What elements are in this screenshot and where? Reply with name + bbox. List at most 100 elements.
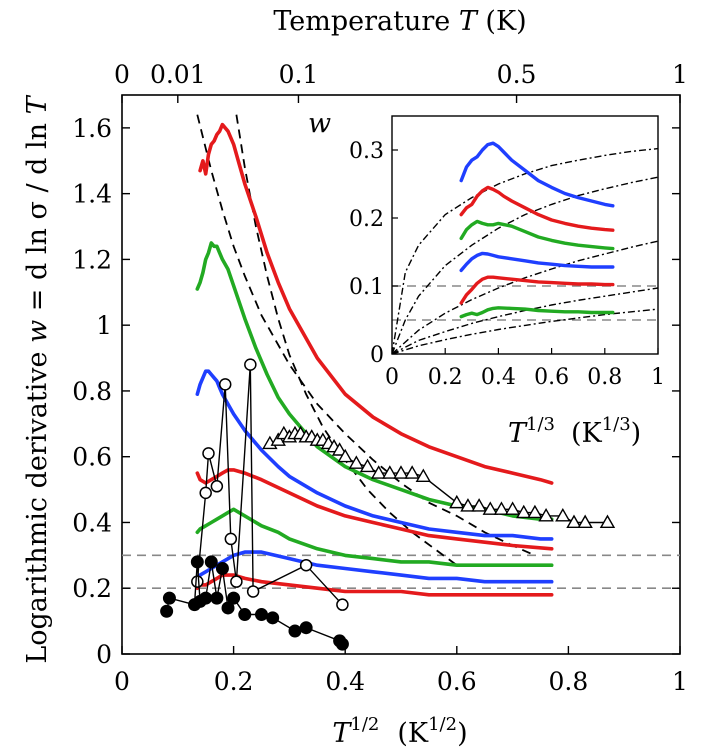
y-tick-label-1: 0.2 [72,574,112,603]
main-plot-layer: 0 0.2 0.4 0.6 0.8 100.20.40.60.811.21.41.60 0.… [72,60,688,696]
inset-dashdot-curve-2 [392,240,658,354]
dashed-fit-1 [235,114,458,566]
open-circle-point-5 [224,532,238,546]
open-circle-point-8 [246,585,260,598]
inset-x-tick-label-3: 0.6 [534,365,569,390]
triangle-point-12 [331,442,348,456]
triangle-point-32 [577,514,593,529]
inset-y-tick-label-1: 0.1 [349,275,384,300]
closed-circle-point-15 [299,621,313,635]
x-tick-label-3: 0.6 [437,667,477,696]
closed-circle-point-8 [215,562,229,576]
triangle-point-29 [538,507,554,522]
x-tick-label-0: 0 [114,667,130,696]
top-tick-label-3: 0.5 [497,60,537,89]
inset-x-tick-label-2: 0.4 [481,365,516,390]
series-line-4 [195,507,554,567]
triangle-point-27 [516,504,532,519]
inset-x-tick-label-4: 0.8 [587,365,622,390]
inset-x-axis-title: T1/3 (K1/3) [508,414,641,449]
closed-circle-point-17 [335,637,349,651]
inset-x-tick-label-1: 0.2 [428,365,463,390]
closed-circle-point-12 [255,608,268,622]
inset-x-tick-label-0: 0 [385,365,399,390]
triangle-point-31 [566,514,582,529]
x-axis-title: T1/2 (K1/2) [332,714,467,749]
series-line-3 [195,468,554,551]
closed-circle-point-9 [221,601,235,615]
top-tick-label-1: 0.01 [150,60,206,89]
triangle-point-26 [504,501,521,515]
y-tick-label-4: 0.8 [72,377,112,406]
open-circle-point-1 [199,486,212,500]
inset-background [392,116,658,354]
triangle-point-23 [471,498,487,512]
triangle-point-30 [555,507,571,522]
inset-series-line-2 [459,219,615,251]
top-tick-label-0: 0 [114,60,130,89]
open-circle-point-10 [336,598,349,611]
inset-series-line-4 [459,275,615,305]
closed-circle-point-7 [210,591,224,605]
top-axis-title: Temperature T (K) [273,6,526,37]
main-plot-frame [121,94,681,655]
closed-circle-point-6 [204,555,218,569]
main-clipped-group [122,114,680,651]
y-tick-label-8: 1.6 [72,114,112,143]
x-tick-label-1: 0.2 [214,667,254,696]
triangle-point-15 [359,458,376,473]
open-circle-point-3 [210,480,224,493]
x-tick-label-2: 0.4 [325,667,365,696]
triangle-point-21 [449,494,465,509]
inset-y-tick-label-2: 0.2 [349,207,384,232]
series-line-2 [195,369,554,541]
inset-dashdot-curve-0 [392,147,658,354]
inset-y-axis-title: w [308,108,331,139]
triangle-point-22 [460,498,476,512]
y-tick-label-0: 0 [96,640,112,669]
y-tick-label-5: 1 [96,311,112,340]
x-tick-label-5: 1 [672,667,688,696]
triangle-point-25 [493,501,510,515]
y-tick-label-3: 0.6 [72,443,112,472]
open-circle-point-4 [218,378,232,391]
y-tick-label-7: 1.4 [72,180,112,209]
triangle-point-16 [370,465,387,479]
y-tick-label-2: 0.4 [72,508,112,537]
triangle-point-24 [482,501,498,515]
open-circle-point-2 [202,447,215,460]
open-circle-point-0 [191,575,204,588]
y-tick-label-6: 1.2 [72,245,112,274]
inset-dashdot-curve-1 [392,176,658,354]
series-line-6 [195,573,554,597]
triangle-point-20 [415,468,432,483]
series-line-0 [198,122,554,485]
closed-circle-point-11 [238,608,252,622]
open-circle-point-9 [299,558,313,572]
y-axis-title: Logarithmic derivative w = d ln σ / d ln… [22,94,53,663]
series-line-1 [195,241,554,521]
triangle-point-1 [270,432,286,446]
closed-circle-point-14 [288,624,302,638]
inset-series-line-1 [459,185,615,232]
triangle-point-18 [393,465,409,479]
inset-series-line-5 [459,306,615,319]
open-circle-point-6 [230,575,243,588]
inset-clipped-group [392,141,658,354]
triangle-point-14 [348,455,365,469]
triangle-point-28 [527,504,543,519]
dashed-fit-0 [196,114,536,557]
inset-series-line-3 [459,251,615,273]
triangle-point-33 [599,514,616,529]
closed-circle-point-10 [227,591,241,605]
triangle-point-13 [337,448,353,463]
top-tick-label-4: 1 [672,60,688,89]
top-tick-label-2: 0.1 [279,60,319,89]
series-line-5 [195,550,554,584]
closed-circle-point-5 [199,591,213,605]
triangle-point-19 [404,465,420,479]
closed-circle-point-13 [266,611,280,625]
inset-y-tick-label-0: 0 [370,343,384,368]
closed-circle-point-0 [160,604,174,618]
